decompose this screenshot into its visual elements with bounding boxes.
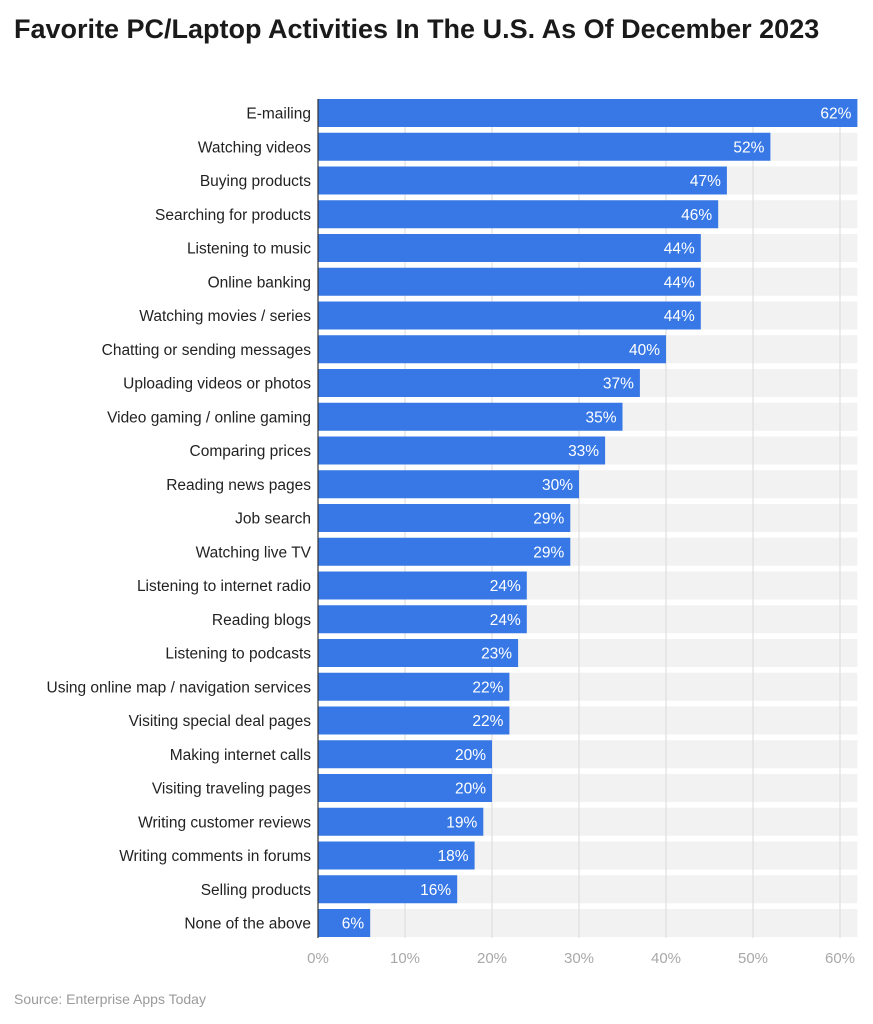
bar bbox=[318, 571, 527, 600]
category-label: Job search bbox=[235, 511, 311, 528]
data-label: 44% bbox=[664, 241, 695, 258]
x-tick-label: 10% bbox=[390, 950, 420, 967]
bar bbox=[318, 841, 475, 870]
category-label: Watching videos bbox=[198, 139, 311, 156]
category-label: Listening to podcasts bbox=[165, 646, 311, 663]
category-label: Video gaming / online gaming bbox=[107, 409, 311, 426]
data-label: 23% bbox=[481, 646, 512, 663]
data-label: 22% bbox=[472, 713, 503, 730]
data-label: 44% bbox=[664, 274, 695, 291]
row-band bbox=[318, 909, 858, 937]
category-label: Watching live TV bbox=[196, 544, 312, 561]
data-label: 20% bbox=[455, 747, 486, 764]
data-label: 44% bbox=[664, 308, 695, 325]
data-label: 35% bbox=[585, 409, 616, 426]
data-label: 33% bbox=[568, 443, 599, 460]
category-label: Writing comments in forums bbox=[119, 848, 311, 865]
data-label: 18% bbox=[438, 848, 469, 865]
category-label: None of the above bbox=[184, 916, 311, 933]
category-label: Reading news pages bbox=[166, 477, 311, 494]
data-label: 40% bbox=[629, 342, 660, 359]
bar bbox=[318, 605, 527, 634]
category-label: Using online map / navigation services bbox=[47, 679, 312, 696]
x-tick-label: 20% bbox=[477, 950, 507, 967]
data-label: 37% bbox=[603, 376, 634, 393]
category-label: E-mailing bbox=[246, 106, 311, 123]
data-label: 29% bbox=[533, 511, 564, 528]
category-label: Selling products bbox=[201, 882, 312, 899]
data-label: 6% bbox=[342, 916, 365, 933]
bar bbox=[318, 909, 371, 937]
data-label: 24% bbox=[490, 612, 521, 629]
bar bbox=[318, 807, 484, 836]
bar bbox=[318, 706, 510, 735]
x-tick-label: 40% bbox=[651, 950, 681, 967]
x-tick-label: 0% bbox=[307, 950, 329, 967]
x-tick-label: 30% bbox=[564, 950, 594, 967]
bar bbox=[318, 875, 458, 904]
bar bbox=[318, 369, 640, 397]
bar bbox=[318, 774, 492, 802]
x-tick-label: 60% bbox=[825, 950, 855, 967]
bar bbox=[318, 267, 701, 296]
bar bbox=[318, 99, 858, 127]
data-label: 22% bbox=[472, 679, 503, 696]
category-label: Chatting or sending messages bbox=[102, 342, 312, 359]
bar bbox=[318, 166, 727, 195]
category-label: Listening to music bbox=[187, 241, 311, 258]
bar bbox=[318, 470, 579, 499]
bar bbox=[318, 436, 606, 465]
bar bbox=[318, 132, 771, 161]
bar bbox=[318, 402, 623, 431]
data-label: 19% bbox=[446, 814, 477, 831]
category-label: Listening to internet radio bbox=[137, 578, 311, 595]
data-label: 62% bbox=[820, 106, 851, 123]
category-label: Writing customer reviews bbox=[138, 814, 311, 831]
bar bbox=[318, 234, 701, 262]
chart-title: Favorite PC/Laptop Activities In The U.S… bbox=[14, 14, 820, 44]
category-label: Uploading videos or photos bbox=[123, 376, 311, 393]
bar bbox=[318, 639, 519, 667]
bar bbox=[318, 740, 492, 769]
category-label: Visiting traveling pages bbox=[152, 781, 311, 798]
category-label: Buying products bbox=[200, 173, 311, 190]
data-label: 47% bbox=[690, 173, 721, 190]
bar bbox=[318, 301, 701, 330]
category-label: Reading blogs bbox=[212, 612, 311, 629]
category-label: Visiting special deal pages bbox=[129, 713, 312, 730]
bar bbox=[318, 504, 571, 532]
source-note: Source: Enterprise Apps Today bbox=[14, 991, 206, 1007]
data-label: 52% bbox=[733, 139, 764, 156]
data-label: 24% bbox=[490, 578, 521, 595]
bar bbox=[318, 335, 666, 364]
x-tick-label: 50% bbox=[738, 950, 768, 967]
data-label: 46% bbox=[681, 207, 712, 224]
category-label: Making internet calls bbox=[170, 747, 312, 764]
data-label: 20% bbox=[455, 781, 486, 798]
data-label: 30% bbox=[542, 477, 573, 494]
category-label: Comparing prices bbox=[190, 443, 312, 460]
category-label: Searching for products bbox=[155, 207, 311, 224]
category-label: Online banking bbox=[208, 274, 311, 291]
bar bbox=[318, 537, 571, 566]
category-label: Watching movies / series bbox=[139, 308, 311, 325]
bar bbox=[318, 672, 510, 701]
data-label: 29% bbox=[533, 544, 564, 561]
data-label: 16% bbox=[420, 882, 451, 899]
bar bbox=[318, 200, 719, 229]
